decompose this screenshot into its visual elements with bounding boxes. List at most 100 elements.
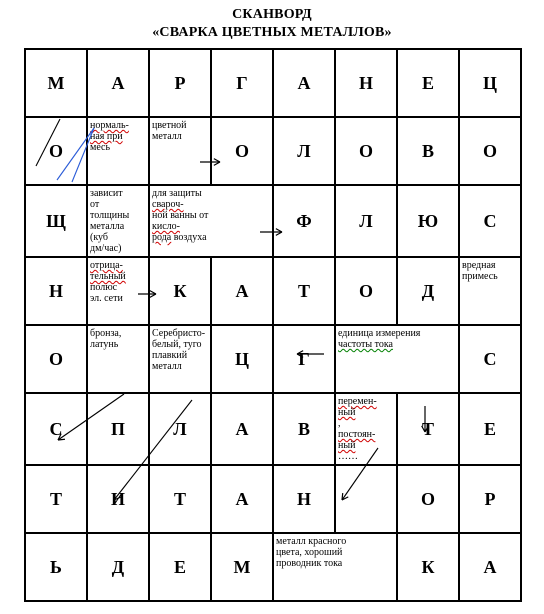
cell-3-3: А bbox=[211, 257, 273, 325]
cell-7-4: металл красногоцвета, хорошийпроводник т… bbox=[273, 533, 397, 601]
cell-0-0: М bbox=[25, 49, 87, 117]
letter: О bbox=[26, 350, 86, 368]
cell-4-1: бронза,латунь bbox=[87, 325, 149, 393]
cell-0-7: Ц bbox=[459, 49, 521, 117]
cell-0-1: А bbox=[87, 49, 149, 117]
cell-4-7: С bbox=[459, 325, 521, 393]
cell-3-2: К bbox=[149, 257, 211, 325]
letter: А bbox=[212, 282, 272, 300]
cell-3-1: отрица-тельныйполюсэл. сети bbox=[87, 257, 149, 325]
cell-5-3: А bbox=[211, 393, 273, 465]
cell-0-2: Р bbox=[149, 49, 211, 117]
cell-7-7: А bbox=[459, 533, 521, 601]
cell-7-0: Ь bbox=[25, 533, 87, 601]
clue-text: единица измерениячастоты тока bbox=[336, 326, 458, 352]
letter: Н bbox=[26, 282, 86, 300]
cell-6-6: О bbox=[397, 465, 459, 533]
letter: Е bbox=[460, 420, 520, 438]
letter: С bbox=[460, 212, 520, 230]
cell-2-5: Л bbox=[335, 185, 397, 257]
letter: Л bbox=[150, 420, 210, 438]
cell-0-3: Г bbox=[211, 49, 273, 117]
letter: П bbox=[88, 420, 148, 438]
cell-6-1: И bbox=[87, 465, 149, 533]
letter: А bbox=[212, 490, 272, 508]
letter: О bbox=[460, 142, 520, 160]
cell-1-4: Л bbox=[273, 117, 335, 185]
cell-7-2: Е bbox=[149, 533, 211, 601]
cell-2-7: С bbox=[459, 185, 521, 257]
cell-5-6: Т bbox=[397, 393, 459, 465]
letter: Т bbox=[274, 282, 334, 300]
letter: О bbox=[336, 142, 396, 160]
clue-text: цветнойметалл bbox=[150, 118, 210, 144]
cell-6-2: Т bbox=[149, 465, 211, 533]
cell-6-3: А bbox=[211, 465, 273, 533]
cell-4-4: Г bbox=[273, 325, 335, 393]
letter: О bbox=[398, 490, 458, 508]
clue-text: отрица-тельныйполюсэл. сети bbox=[88, 258, 148, 306]
cell-5-1: П bbox=[87, 393, 149, 465]
letter: К bbox=[398, 558, 458, 576]
cell-2-1: зависитоттолщиныметалла(кубдм/час) bbox=[87, 185, 149, 257]
cell-5-4: В bbox=[273, 393, 335, 465]
letter: Г bbox=[212, 74, 272, 92]
letter: М bbox=[212, 558, 272, 576]
letter: О bbox=[212, 142, 272, 160]
cell-1-6: В bbox=[397, 117, 459, 185]
letter: Ь bbox=[26, 558, 86, 576]
letter: Ф bbox=[274, 212, 334, 230]
letter: Н bbox=[336, 74, 396, 92]
clue-text: для защиты свароч-ной ванны от кисло-род… bbox=[150, 186, 272, 245]
cell-6-5 bbox=[335, 465, 397, 533]
cell-2-0: Щ bbox=[25, 185, 87, 257]
cell-0-4: А bbox=[273, 49, 335, 117]
title-block: СКАНВОРД «СВАРКА ЦВЕТНЫХ МЕТАЛЛОВ» bbox=[0, 0, 544, 41]
clue-text: Серебристо-белый, тугоплавкийметалл bbox=[150, 326, 210, 374]
letter: Р bbox=[150, 74, 210, 92]
letter: Т bbox=[26, 490, 86, 508]
letter: Ц bbox=[212, 350, 272, 368]
clue-text: металл красногоцвета, хорошийпроводник т… bbox=[274, 534, 396, 571]
letter: В bbox=[274, 420, 334, 438]
cell-1-3: О bbox=[211, 117, 273, 185]
letter: И bbox=[88, 490, 148, 508]
cell-7-1: Д bbox=[87, 533, 149, 601]
letter: В bbox=[398, 142, 458, 160]
cell-6-0: Т bbox=[25, 465, 87, 533]
letter: Т bbox=[150, 490, 210, 508]
cell-5-2: Л bbox=[149, 393, 211, 465]
cell-4-5: единица измерениячастоты тока bbox=[335, 325, 459, 393]
cell-3-7: вреднаяпримесь bbox=[459, 257, 521, 325]
cell-1-7: О bbox=[459, 117, 521, 185]
cell-1-1: нормаль-ная примесь bbox=[87, 117, 149, 185]
letter: Т bbox=[398, 420, 458, 438]
cell-4-3: Ц bbox=[211, 325, 273, 393]
grid-wrap: МАРГАНЕЦОнормаль-ная примесьцветнойметал… bbox=[24, 48, 522, 602]
cell-0-5: Н bbox=[335, 49, 397, 117]
letter: С bbox=[460, 350, 520, 368]
letter: Ц bbox=[460, 74, 520, 92]
cell-1-0: О bbox=[25, 117, 87, 185]
cell-4-2: Серебристо-белый, тугоплавкийметалл bbox=[149, 325, 211, 393]
title-line2: «СВАРКА ЦВЕТНЫХ МЕТАЛЛОВ» bbox=[0, 24, 544, 42]
cell-3-4: Т bbox=[273, 257, 335, 325]
cell-6-7: Р bbox=[459, 465, 521, 533]
cell-3-5: О bbox=[335, 257, 397, 325]
cell-7-3: М bbox=[211, 533, 273, 601]
title-line1: СКАНВОРД bbox=[0, 6, 544, 24]
letter: Д bbox=[398, 282, 458, 300]
clue-text: нормаль-ная примесь bbox=[88, 118, 148, 155]
clue-text: бронза,латунь bbox=[88, 326, 148, 352]
cell-5-5: перемен-ный,постоян-ный…… bbox=[335, 393, 397, 465]
cell-1-5: О bbox=[335, 117, 397, 185]
letter: Д bbox=[88, 558, 148, 576]
letter: Щ bbox=[26, 212, 86, 230]
cell-0-6: Е bbox=[397, 49, 459, 117]
letter: А bbox=[212, 420, 272, 438]
cell-5-7: Е bbox=[459, 393, 521, 465]
letter: Р bbox=[460, 490, 520, 508]
cell-3-0: Н bbox=[25, 257, 87, 325]
scanword-grid: МАРГАНЕЦОнормаль-ная примесьцветнойметал… bbox=[24, 48, 522, 602]
letter: О bbox=[26, 142, 86, 160]
